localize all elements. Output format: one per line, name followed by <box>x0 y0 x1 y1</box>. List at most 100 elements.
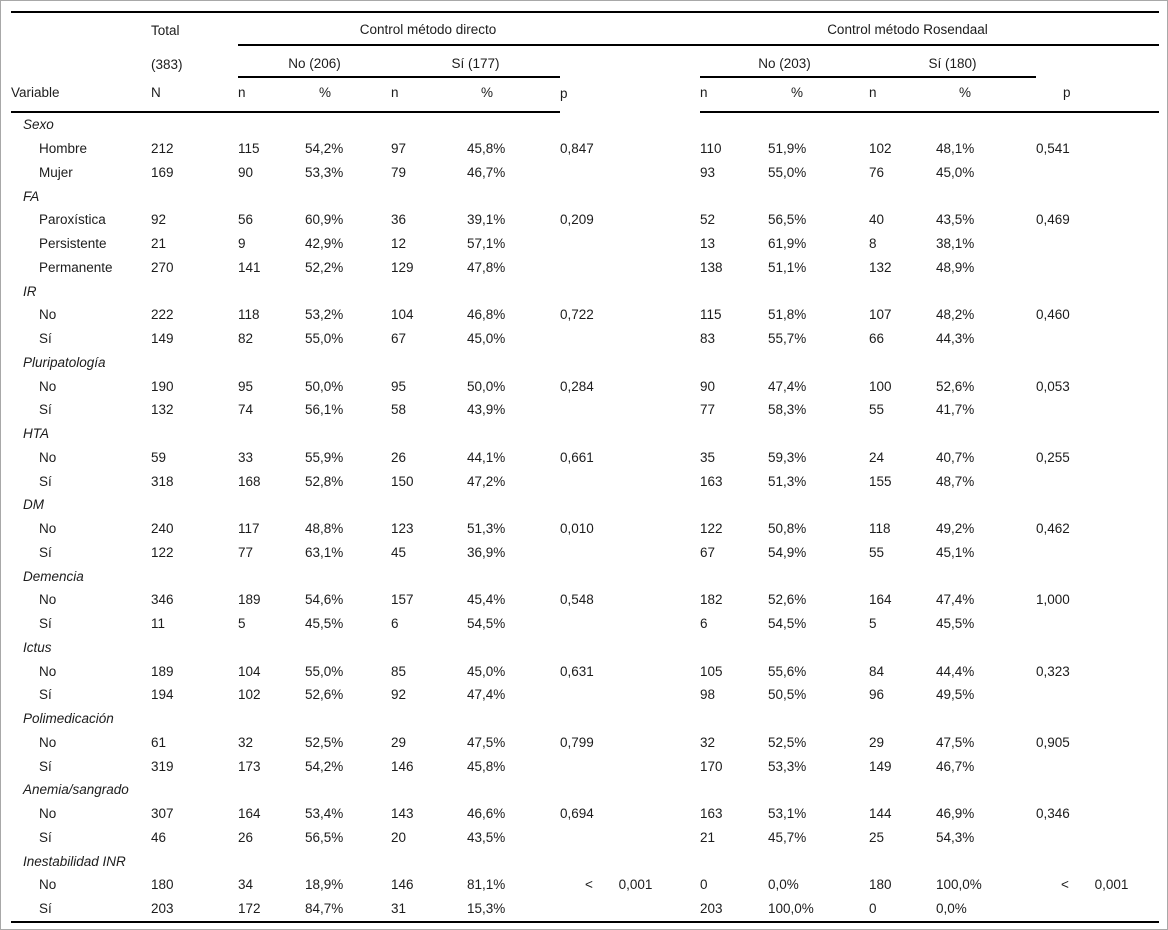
total-n-cell: 169 <box>151 164 174 180</box>
total-n-cell: 132 <box>151 402 174 418</box>
pct-cell: 55,0% <box>768 164 807 180</box>
pct-cell: 52,2% <box>305 259 344 275</box>
n-cell: 34 <box>238 877 254 893</box>
n-cell: 115 <box>700 307 722 323</box>
n-cell: 74 <box>238 402 254 418</box>
total-n-cell: 180 <box>151 877 174 893</box>
pct-cell: 54,3% <box>936 829 975 845</box>
data-row: No 190 95 50,0% 95 50,0% 0,284 90 47,4% 100 52,6% 0… <box>11 374 1159 398</box>
variable-group-row: HTA <box>11 422 1159 446</box>
pct-cell: 46,6% <box>467 806 506 822</box>
header-group-row: Total Control método directo Control mét… <box>11 12 1160 46</box>
p-cell: 0,460 <box>1036 307 1070 323</box>
n-cell: 104 <box>238 663 261 679</box>
row-label: Sí <box>39 829 52 845</box>
p-cell: 0,541 <box>1036 141 1070 157</box>
variable-column-header: Variable <box>11 77 151 113</box>
directo-si-header: Sí (177) <box>391 45 560 78</box>
n-cell: 168 <box>238 473 261 489</box>
group-title-directo: Control método directo <box>359 22 497 37</box>
p-cell: 0,905 <box>1036 734 1070 750</box>
n-cell: 33 <box>238 449 254 465</box>
variable-group-row: Anemia/sangrado <box>11 778 1159 802</box>
pct-cell: 52,6% <box>305 687 344 703</box>
header-columns-row: Variable N n % n % p n % n % p <box>11 77 1160 113</box>
pct-cell: 55,0% <box>305 331 344 347</box>
pct-cell: 44,3% <box>936 331 975 347</box>
n-cell: 90 <box>700 378 716 394</box>
p-cell <box>560 232 700 256</box>
n-column-header: n <box>238 77 305 113</box>
variable-group-row: Pluripatología <box>11 351 1159 375</box>
total-title: Total <box>151 23 180 38</box>
row-label: No <box>39 449 57 465</box>
variable-group-label: Inestabilidad INR <box>23 853 126 869</box>
row-label: No <box>39 521 57 537</box>
data-row: Mujer 169 90 53,3% 79 46,7% 93 55,0% 76 45,0% <box>11 161 1159 185</box>
n-column-header: n <box>391 77 467 113</box>
pct-cell: 100,0% <box>936 877 982 893</box>
n-cell: 12 <box>391 236 407 252</box>
variable-group-label: IR <box>23 283 37 299</box>
variable-group-row: Sexo <box>11 112 1159 137</box>
pct-cell: 18,9% <box>305 877 344 893</box>
total-n-cell: 59 <box>151 449 167 465</box>
pct-cell: 49,5% <box>936 687 975 703</box>
pct-cell: 50,8% <box>768 521 807 537</box>
n-cell: 67 <box>391 331 407 347</box>
n-cell: 35 <box>700 449 716 465</box>
n-cell: 146 <box>391 877 414 893</box>
pct-cell: 47,2% <box>467 473 506 489</box>
group-title-rosendaal: Control método Rosendaal <box>827 22 988 37</box>
n-cell: 76 <box>869 164 885 180</box>
n-cell: 85 <box>391 663 407 679</box>
pct-cell: 55,0% <box>305 663 344 679</box>
pct-cell: 56,5% <box>768 212 807 228</box>
p-cell <box>1036 683 1159 707</box>
n-cell: 132 <box>869 259 892 275</box>
pct-cell: 48,9% <box>936 259 975 275</box>
row-label: Sí <box>39 402 52 418</box>
n-cell: 24 <box>869 449 885 465</box>
n-cell: 149 <box>869 758 892 774</box>
total-n-cell: 122 <box>151 544 174 560</box>
pct-cell: 100,0% <box>768 901 814 917</box>
data-row: No 180 34 18,9% 146 81,1% < 0,001 0 0,0% 180 100,0… <box>11 873 1159 897</box>
variable-group-row: IR <box>11 279 1159 303</box>
n-cell: 203 <box>700 901 723 917</box>
p-cell <box>560 612 700 636</box>
data-row: No 346 189 54,6% 157 45,4% 0,548 182 52,6% 164 47,… <box>11 588 1159 612</box>
total-n-cell: 270 <box>151 259 174 275</box>
p-cell: 0,469 <box>1036 212 1070 228</box>
pct-cell: 52,8% <box>305 473 344 489</box>
p-cell <box>560 161 700 185</box>
p-cell <box>1036 754 1159 778</box>
pct-column-header: % <box>467 77 560 113</box>
n-cell: 105 <box>700 663 723 679</box>
total-n-cell: 203 <box>151 901 174 917</box>
p-cell: < 0,001 <box>585 877 653 893</box>
total-n-cell: 212 <box>151 141 174 157</box>
pct-column-header: % <box>305 77 391 113</box>
pct-cell: 49,2% <box>936 521 975 537</box>
p-cell: 0,323 <box>1036 663 1070 679</box>
pct-cell: 48,8% <box>305 521 344 537</box>
pct-cell: 36,9% <box>467 544 506 560</box>
pct-cell: 43,5% <box>936 212 975 228</box>
directo-no-header: No (206) <box>238 45 391 78</box>
n-cell: 93 <box>700 164 716 180</box>
statistics-table: Total Control método directo Control mét… <box>11 11 1160 923</box>
n-cell: 58 <box>391 402 407 418</box>
pct-cell: 43,9% <box>467 402 506 418</box>
pct-cell: 46,8% <box>467 307 506 323</box>
data-row: No 222 118 53,2% 104 46,8% 0,722 115 51,8% 107 48,… <box>11 303 1159 327</box>
n-cell: 146 <box>391 758 414 774</box>
pct-cell: 45,0% <box>936 164 975 180</box>
variable-group-row: FA <box>11 184 1159 208</box>
variable-group-row: Demencia <box>11 564 1159 588</box>
pct-cell: 50,5% <box>768 687 807 703</box>
data-row: Sí 11 5 45,5% 6 54,5% 6 54,5% 5 45,5% <box>11 612 1159 636</box>
pct-cell: 55,7% <box>768 331 807 347</box>
n-column-header: n <box>700 77 768 113</box>
n-cell: 122 <box>700 521 723 537</box>
